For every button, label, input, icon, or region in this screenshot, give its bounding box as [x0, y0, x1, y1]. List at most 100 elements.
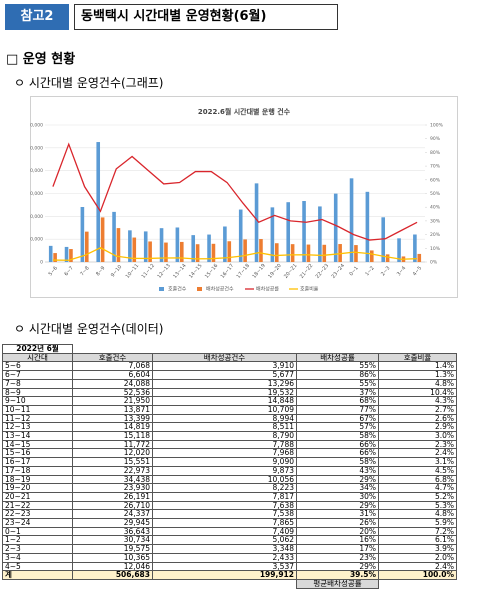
table-cell: 7,817	[152, 491, 297, 502]
bar	[286, 202, 291, 262]
y2-tick-label: 20%	[430, 232, 441, 238]
table-row: 8~9 52,536 19,532 37% 10.4%	[2, 387, 457, 398]
table-cell: 26,710	[72, 500, 153, 511]
table-cell: 66%	[296, 448, 379, 459]
bar	[381, 217, 386, 262]
table-cell: 34,438	[72, 474, 153, 485]
table-row: 1~2 30,734 5,062 16% 6.1%	[2, 535, 457, 546]
table-cell: 3,910	[152, 361, 297, 372]
y2-tick-label: 30%	[430, 218, 441, 224]
table-cell: 7~8	[2, 378, 73, 389]
bar	[318, 206, 322, 262]
table-cell: 1.3%	[378, 370, 457, 380]
table-cell: 17%	[296, 544, 379, 554]
y-tick-label: 30,000	[30, 191, 43, 197]
table-cell: 68%	[296, 396, 379, 406]
bar	[211, 243, 216, 262]
bar	[179, 241, 184, 262]
table-cell: 3.1%	[378, 457, 457, 467]
table-cell: 16~17	[2, 457, 73, 467]
table-row: 14~15 11,772 7,788 66% 2.3%	[2, 439, 457, 450]
table-cell: 37%	[296, 387, 379, 398]
table-cell: 21~22	[2, 500, 73, 511]
bar	[397, 238, 401, 262]
table-cell: 36,643	[72, 526, 153, 537]
table-cell: 23~24	[2, 518, 73, 528]
table-cell: 55%	[296, 361, 379, 372]
table-cell: 58%	[296, 431, 379, 441]
table-row: 12~13 14,819 8,511 57% 2.9%	[2, 422, 457, 433]
table-row: 16~17 15,551 9,090 58% 3.1%	[2, 457, 457, 467]
table-row: 22~23 24,337 7,538 31% 4.8%	[2, 509, 457, 520]
table-cell: 2,433	[152, 552, 297, 563]
table-row: 시간대 호출건수 배차성공건수 배차성공률 호출비율	[2, 352, 457, 363]
table-cell: 계	[2, 570, 73, 580]
y-tick-label: 40,000	[30, 168, 43, 174]
table-cell: 12,046	[72, 561, 153, 572]
bar	[148, 241, 152, 262]
table-cell	[379, 345, 457, 354]
bar	[128, 230, 132, 262]
table-cell: 2.4%	[378, 448, 457, 459]
bar	[69, 249, 73, 262]
table-cell: 55%	[296, 378, 379, 389]
x-tick-label: 8~9	[95, 265, 106, 277]
table-cell: 22~23	[2, 509, 73, 520]
table-cell: 17~18	[2, 465, 73, 476]
table-row: 5~6 7,068 3,910 55% 1.4%	[2, 361, 457, 372]
table-cell: 16%	[296, 535, 379, 546]
table-cell: 10,056	[152, 474, 297, 485]
bar	[413, 234, 417, 262]
table-cell: 12,020	[72, 448, 153, 459]
table-row: 11~12 13,399 8,994 67% 2.6%	[2, 413, 457, 424]
table-row: 13~14 15,118 8,790 58% 3.0%	[2, 431, 457, 441]
table-cell: 5,677	[152, 370, 297, 380]
table-cell: 26%	[296, 518, 379, 528]
table-row: 4~5 12,046 3,537 29% 2.4%	[2, 561, 457, 572]
table-cell: 11,772	[72, 439, 153, 450]
table-cell: 9,873	[152, 465, 297, 476]
table-cell: 2.7%	[378, 404, 457, 415]
bar	[365, 191, 370, 262]
table-row: 2022년 6월	[2, 344, 457, 354]
y2-tick-label: 0%	[430, 260, 438, 266]
y2-tick-label: 90%	[430, 136, 441, 142]
table-cell: 8,511	[152, 422, 297, 433]
x-tick-label: 0~1	[348, 265, 359, 277]
table-cell: 14,848	[152, 396, 297, 406]
table-cell	[379, 579, 457, 588]
subsection-title: ㅇ 시간대별 운영건수(데이터)	[14, 322, 164, 336]
table-cell: 호출비율	[378, 352, 457, 363]
y2-tick-label: 80%	[430, 150, 441, 156]
table-cell: 8,790	[152, 431, 297, 441]
table-cell: 6~7	[2, 370, 73, 380]
table-cell: 14,819	[72, 422, 153, 433]
legend-label: 배차성공건수	[206, 286, 234, 293]
table-cell: 20%	[296, 526, 379, 537]
table-cell: 8,994	[152, 413, 297, 424]
bar	[100, 217, 105, 262]
table-row: 0~1 36,643 7,409 20% 7.2%	[2, 526, 457, 537]
table-cell: 3,348	[152, 544, 297, 554]
x-tick-label: 3~4	[396, 265, 407, 277]
y2-tick-label: 40%	[430, 205, 441, 211]
header-tag: 참고2	[5, 4, 69, 30]
table-cell: 2.9%	[378, 422, 457, 433]
bar	[48, 245, 53, 262]
bar	[369, 250, 374, 262]
y-tick-label: 10,000	[30, 237, 43, 243]
y-tick-label: 0	[40, 260, 43, 266]
y2-tick-label: 70%	[430, 164, 441, 170]
table-cell	[3, 579, 73, 588]
table-cell: 23%	[296, 552, 379, 563]
y-tick-label: 60,000	[30, 123, 43, 129]
table-cell: 15,551	[72, 457, 153, 467]
table-cell: 7,538	[152, 509, 297, 520]
table-cell: 4.5%	[378, 465, 457, 476]
bar	[143, 231, 148, 262]
table-cell: 9~10	[2, 396, 73, 406]
table-cell: 2022년 6월	[2, 344, 73, 354]
table-cell: 19~20	[2, 483, 73, 493]
bar	[132, 237, 137, 262]
table-cell: 4.7%	[378, 483, 457, 493]
